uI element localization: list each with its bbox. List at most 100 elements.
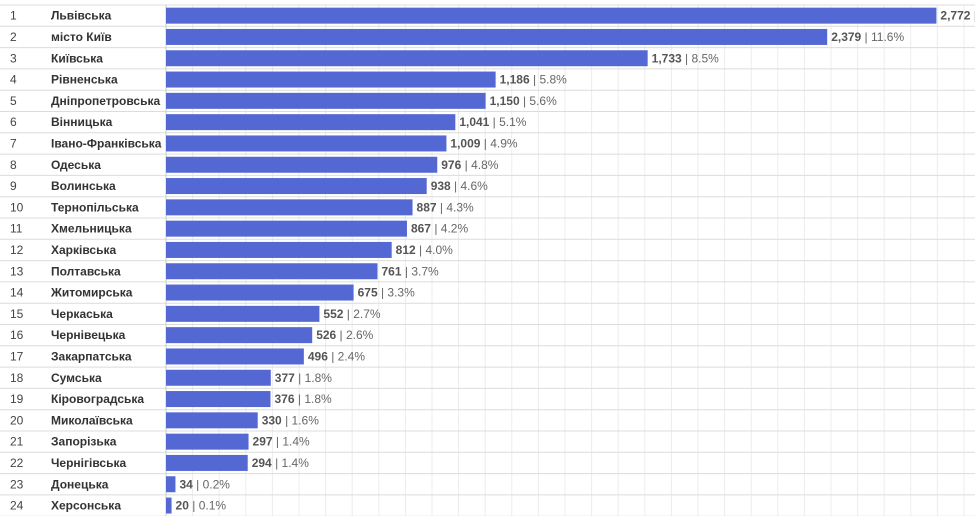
bar-row: 14 Житомирська 675 | 3.3% [10,284,415,301]
rank-label: 16 [10,328,24,342]
rank-label: 10 [10,200,24,214]
rank-label: 11 [10,222,23,236]
bar-row: 21 Запорізька 297 | 1.4% [10,433,310,450]
data-label: 1,186 | 5.8% [500,73,567,87]
category-label: Тернопільська [51,200,139,214]
category-label: місто Київ [51,30,112,44]
bar [166,369,271,386]
data-label: 675 | 3.3% [358,286,415,300]
category-label: Черкаська [51,307,113,321]
category-label: Хмельницька [51,222,132,236]
bar-row: 16 Чернівецька 526 | 2.6% [10,327,374,344]
bar-row: 2 місто Київ 2,379 | 11.6% [10,28,904,45]
bar [166,348,304,365]
rank-label: 4 [10,73,17,87]
bar [166,305,320,322]
value-label: 938 [431,179,451,193]
category-label: Чернівецька [51,328,126,342]
bar-row: 17 Закарпатська 496 | 2.4% [10,348,365,365]
bar [166,114,456,131]
rank-label: 14 [10,286,24,300]
rank-label: 5 [10,94,17,108]
bar [166,284,354,301]
row-separators [0,4,975,516]
value-label: 2,772 [940,9,970,23]
value-label: 675 [358,286,378,300]
data-label: 496 | 2.4% [308,349,365,363]
percent-label: | 5.6% [520,94,557,108]
bar [166,92,486,109]
category-label: Донецька [51,477,109,491]
value-label: 526 [316,328,336,342]
category-label: Одеська [51,158,101,172]
data-label: 552 | 2.7% [323,307,380,321]
bar-row: 24 Херсонська 20 | 0.1% [10,497,227,514]
category-label: Житомирська [50,286,133,300]
percent-label: | 3.7% [402,264,439,278]
data-label: 1,150 | 5.6% [490,94,557,108]
bar [166,454,248,471]
percent-label: | 0.1% [189,499,226,513]
percent-label: | 0.2% [193,477,230,491]
percent-label: | 1.8% [295,371,332,385]
category-label: Рівненська [51,73,118,87]
data-label: 294 | 1.4% [252,456,309,470]
category-label: Сумська [51,371,102,385]
value-label: 761 [382,264,402,278]
bar-row: 10 Тернопільська 887 | 4.3% [10,199,474,216]
rank-label: 15 [10,307,24,321]
category-label: Івано-Франківська [51,136,162,150]
bar-row: 23 Донецька 34 | 0.2% [10,476,230,493]
percent-label: | 2.4% [328,349,365,363]
bar [166,476,176,493]
percent-label: | 4.9% [480,136,517,150]
value-label: 297 [253,435,273,449]
rank-label: 6 [10,115,17,129]
rank-label: 17 [10,349,24,363]
data-label: 1,041 | 5.1% [459,115,526,129]
percent-label: | 2.7% [343,307,380,321]
percent-label: | 1.4% [272,456,309,470]
value-label: 812 [396,243,416,257]
category-label: Львівська [51,9,112,23]
bar-row: 11 Хмельницька 867 | 4.2% [10,220,468,237]
category-label: Дніпропетровська [51,94,160,108]
value-label: 20 [176,499,190,513]
bar [166,156,438,173]
category-label: Київська [51,51,103,65]
bar-row: 19 Кіровоградська 376 | 1.8% [10,391,332,408]
percent-label: | 5.1% [489,115,526,129]
rank-label: 9 [10,179,17,193]
percent-label: | 1.8% [295,392,332,406]
bar [166,412,258,429]
percent-label: | 1.6% [282,413,319,427]
category-label: Миколаївська [51,413,133,427]
percent-label: | 4.0% [416,243,453,257]
data-label: 1,009 | 4.9% [450,136,517,150]
data-label: 761 | 3.7% [382,264,439,278]
bar [166,263,378,280]
percent-label: | 13.5% [970,9,975,23]
rank-label: 1 [10,9,17,23]
bar-row: 5 Дніпропетровська 1,150 | 5.6% [10,92,557,109]
bar-row: 4 Рівненська 1,186 | 5.8% [10,71,567,88]
value-label: 867 [411,222,431,236]
data-label: 812 | 4.0% [396,243,453,257]
bar [166,433,249,450]
percent-label: | 4.2% [431,222,468,236]
rank-label: 8 [10,158,17,172]
bar [166,199,413,216]
category-label: Полтавська [51,264,121,278]
category-label: Запорізька [51,435,117,449]
data-label: 20 | 0.1% [176,499,227,513]
rank-label: 20 [10,413,24,427]
bar-row: 13 Полтавська 761 | 3.7% [10,263,439,280]
value-label: 496 [308,349,328,363]
value-label: 294 [252,456,272,470]
bar [166,327,313,344]
bar-row: 18 Сумська 377 | 1.8% [10,369,332,386]
value-label: 330 [262,413,282,427]
bar [166,28,828,45]
